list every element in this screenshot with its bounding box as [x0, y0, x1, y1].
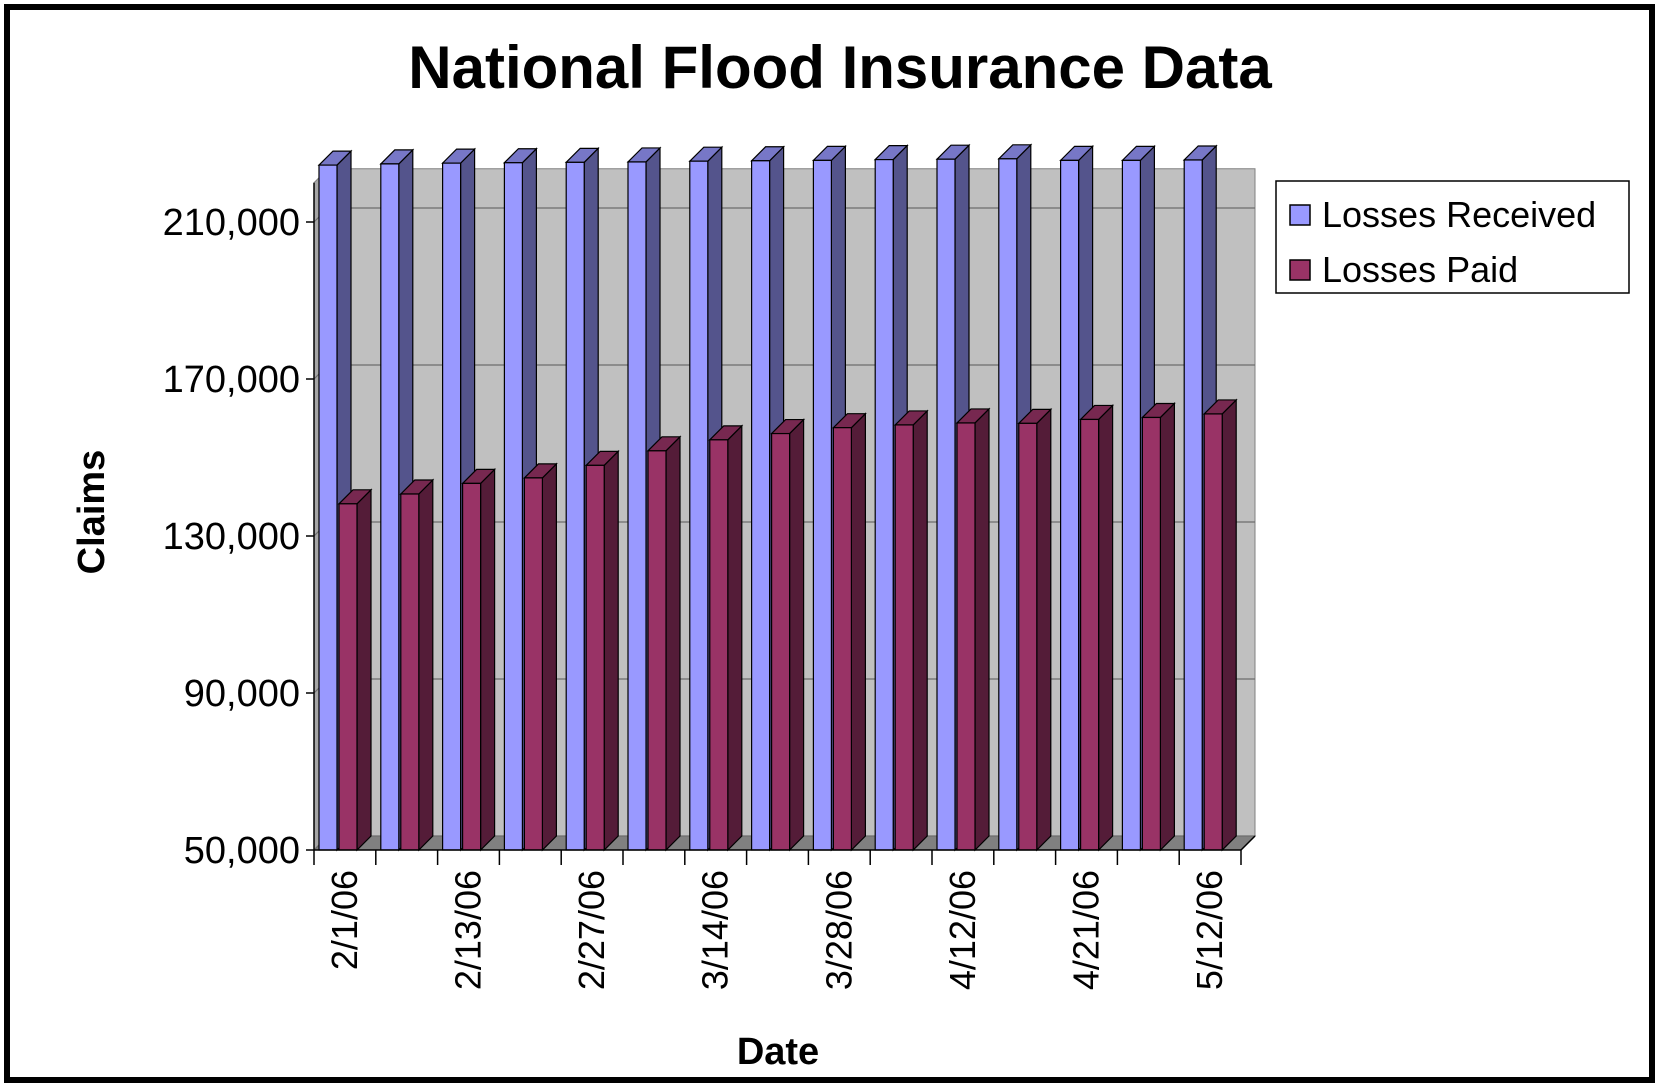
- bar-losses-paid-0: [338, 503, 358, 851]
- bar-losses-received-9: [874, 158, 894, 851]
- bar-losses-paid-5-side: [665, 435, 681, 852]
- bar-losses-paid-1-side: [418, 478, 434, 852]
- bar-losses-paid-14: [1203, 413, 1223, 851]
- y-tick-label: 170,000: [163, 359, 300, 401]
- bar-losses-paid-13: [1141, 416, 1162, 851]
- bar-losses-received-6: [689, 160, 709, 851]
- bar-losses-received-3: [503, 162, 523, 851]
- legend-label-losses-received: Losses Received: [1322, 194, 1596, 235]
- legend-swatch-losses-received: [1289, 204, 1311, 226]
- plot-area: 50,000 90,000 130,000 170,000 210,000 2/1/06 2…: [163, 143, 1257, 990]
- bar-losses-paid-6: [709, 439, 729, 851]
- bar-losses-paid-2: [462, 482, 482, 851]
- bar-losses-received-10: [936, 158, 956, 851]
- bar-losses-received-7: [750, 160, 771, 851]
- x-axis-title: Date: [737, 1031, 819, 1073]
- bar-losses-paid-4: [585, 464, 605, 851]
- legend-label-losses-paid: Losses Paid: [1322, 249, 1518, 290]
- bar-losses-received-11: [998, 158, 1018, 851]
- legend-swatch-losses-paid: [1289, 259, 1311, 281]
- bar-losses-received-1: [380, 163, 400, 851]
- x-tick-label: 4/12/06: [942, 870, 983, 990]
- bar-losses-paid-2-side: [480, 467, 496, 852]
- bar-losses-paid-0-side: [356, 488, 372, 852]
- legend-box: [1275, 180, 1630, 294]
- bar-losses-received-4: [565, 161, 585, 851]
- y-tick-label: 210,000: [163, 202, 300, 244]
- bar-losses-paid-4-side: [603, 449, 619, 852]
- bar-losses-paid-11: [1018, 422, 1038, 851]
- x-tick-label: 2/13/06: [448, 870, 489, 990]
- x-tick-label: 2/1/06: [324, 870, 365, 970]
- bar-losses-received-5: [627, 161, 647, 851]
- bar-losses-received-13: [1121, 159, 1142, 851]
- x-tick-label: 2/27/06: [571, 870, 612, 990]
- bar-losses-paid-14-side: [1221, 398, 1237, 852]
- x-tick-label: 4/21/06: [1066, 870, 1107, 990]
- bar-losses-received-14: [1183, 159, 1203, 851]
- bar-losses-paid-8-side: [850, 412, 867, 852]
- bar-losses-paid-12-side: [1097, 403, 1114, 852]
- bar-losses-paid-9: [894, 424, 914, 851]
- bar-losses-paid-6-side: [727, 424, 743, 852]
- bar-losses-paid-1: [400, 493, 420, 851]
- bar-losses-paid-7: [770, 432, 791, 851]
- bar-losses-paid-8: [832, 427, 853, 851]
- bar-losses-paid-10: [956, 422, 976, 851]
- bar-losses-received-0: [318, 164, 338, 851]
- x-tick-label: 5/12/06: [1189, 870, 1230, 990]
- legend: Losses Received Losses Paid: [1275, 180, 1630, 294]
- bar-losses-paid-7-side: [788, 418, 805, 852]
- bar-losses-paid-12: [1079, 418, 1100, 851]
- bar-losses-paid-10-side: [974, 407, 990, 852]
- bar-losses-received-2: [442, 162, 462, 851]
- bar-losses-paid-3-side: [541, 462, 558, 852]
- y-tick-label: 90,000: [184, 673, 300, 715]
- bar-losses-received-12: [1059, 159, 1080, 851]
- chart-title: National Flood Insurance Data: [408, 34, 1272, 101]
- bar-losses-paid-3: [523, 477, 544, 851]
- x-axis-end: [1240, 835, 1256, 851]
- bar-losses-paid-9-side: [912, 409, 928, 852]
- x-tick-label: 3/28/06: [818, 870, 859, 990]
- bar-losses-received-8: [812, 159, 833, 851]
- x-tick-label: 3/14/06: [695, 870, 736, 990]
- y-axis-title: Claims: [71, 450, 113, 575]
- bar-losses-paid-11-side: [1036, 407, 1052, 852]
- y-tick-label: 130,000: [163, 516, 300, 558]
- bar-losses-paid-5: [647, 450, 667, 851]
- bar-losses-paid-13-side: [1159, 402, 1176, 852]
- y-tick-label: 50,000: [184, 830, 300, 872]
